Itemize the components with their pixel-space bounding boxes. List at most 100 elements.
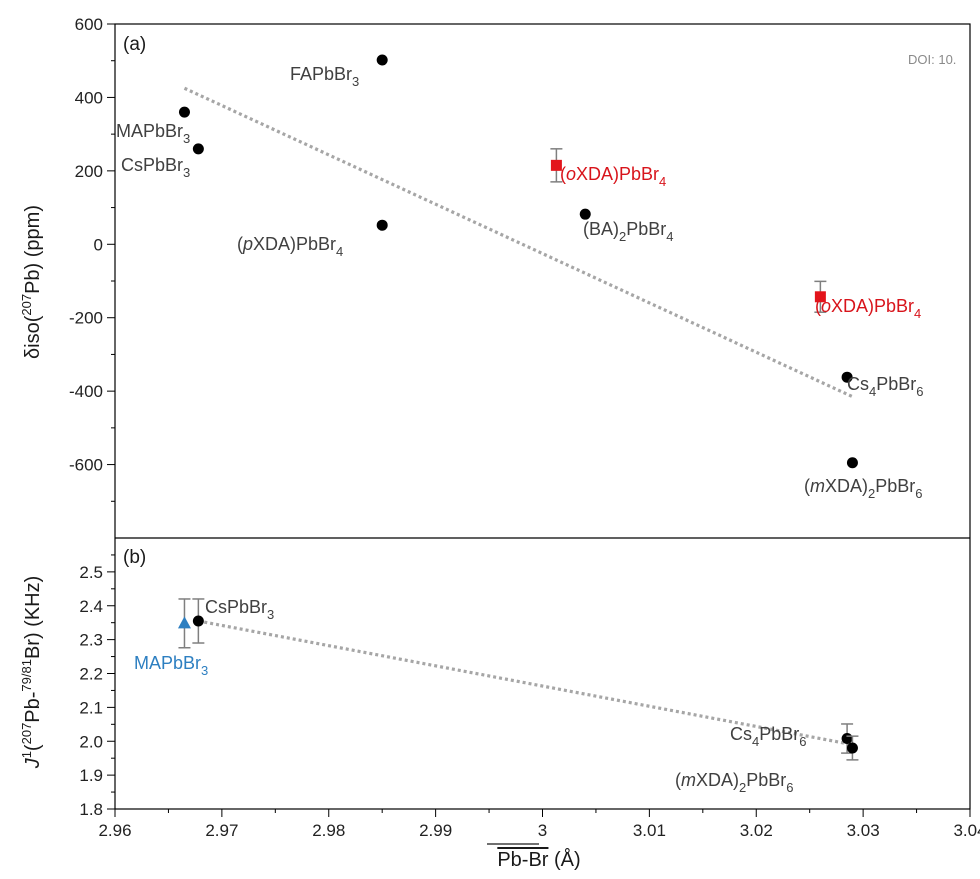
- label-mxda2-pbbr6-a: (mXDA)2PbBr6: [804, 476, 923, 501]
- b-point-1: [192, 615, 204, 627]
- a-point-6: [814, 291, 826, 303]
- label-mxdaa-sub6: 6: [915, 486, 922, 501]
- panel-a-points: [178, 54, 858, 469]
- x-tick-label: 3: [538, 821, 547, 840]
- label-mxdaa-open: (: [804, 476, 810, 496]
- a-point-2: [192, 143, 204, 155]
- panel-a-ylabel: δiso(207Pb) (ppm): [19, 205, 44, 359]
- label-mapbbr3-b-sub: 3: [201, 663, 208, 678]
- x-tick-label: 3.03: [847, 821, 880, 840]
- y-tick-label-a: -200: [69, 309, 103, 328]
- a-point-4: [579, 208, 591, 220]
- y-tick-label-b: 2.0: [79, 732, 103, 751]
- ylabel-b-sup2: 207: [19, 723, 34, 745]
- panel-b-ylabel: J1(207Pb-79/81Br) (KHz): [19, 576, 44, 770]
- a-point-8: [846, 457, 858, 469]
- a-point-0: [376, 54, 388, 66]
- label-mxdab-sub6: 6: [786, 780, 793, 795]
- label-pxda-pbbr4: (pXDA)PbBr4: [237, 234, 343, 259]
- label-cspbbr3-b: CsPbBr3: [205, 597, 274, 622]
- y-tick-label-a: 200: [75, 162, 103, 181]
- plot-frame: [114, 23, 971, 810]
- label-mxdab-open: (: [675, 770, 681, 790]
- a-point-1: [178, 106, 190, 118]
- x-axis-title: Pb-Br (Å): [497, 848, 580, 871]
- b-point-3: [846, 742, 858, 754]
- label-fapbbr3-sub: 3: [352, 74, 359, 89]
- a-point-3: [376, 219, 388, 231]
- ylabel-a-sup: 207: [19, 294, 34, 316]
- label-ba-sub2: 2: [619, 229, 626, 244]
- x-tick-label: 3.02: [740, 821, 773, 840]
- label-cs4pbbr6-b: Cs4PbBr6: [730, 724, 807, 749]
- label-cs4a-rest: PbBr: [876, 374, 916, 394]
- x-tick-label: 3.04: [953, 821, 980, 840]
- label-mapbbr3-main: MAPbBr: [116, 121, 183, 141]
- label-cs4pbbr6-a: Cs4PbBr6: [847, 374, 924, 399]
- label-mxdaa-rest: XDA): [825, 476, 868, 496]
- label-oxda2-open: (: [815, 296, 821, 316]
- x-tick-label: 2.99: [419, 821, 452, 840]
- label-mxdaa-italic: m: [810, 476, 825, 496]
- label-mapbbr3-b: MAPbBr3: [134, 653, 208, 678]
- doi-watermark: DOI: 10.: [908, 52, 957, 67]
- label-pxda-sub: 4: [336, 244, 343, 259]
- ylabel-b-suffix: Br) (KHz): [22, 576, 44, 659]
- xlabel-unit: (Å): [548, 848, 580, 871]
- label-cs4a-main: Cs: [847, 374, 869, 394]
- ylabel-b-paren: (: [22, 744, 44, 751]
- label-mxdab-rest: XDA): [696, 770, 739, 790]
- ylabel-a-suffix: Pb) (ppm): [22, 205, 44, 294]
- label-oxda-pbbr4-2: (oXDA)PbBr4: [815, 296, 921, 321]
- x-tick-label: 2.96: [98, 821, 131, 840]
- y-tick-label-b: 1.8: [79, 800, 103, 819]
- label-mxdab-rest2: PbBr: [746, 770, 786, 790]
- panel-b-points: [177, 598, 859, 761]
- label-cspbbr3-b-sub: 3: [267, 607, 274, 622]
- ylabel-b-sup1: 1: [19, 751, 34, 758]
- y-tick-label-a: 600: [75, 15, 103, 34]
- label-pxda-rest: XDA)PbBr: [253, 234, 336, 254]
- label-cs4b-sub6: 6: [799, 734, 806, 749]
- xlabel-main: Pb-Br: [497, 849, 548, 871]
- panel-a-trendline: [183, 86, 854, 399]
- x-tick-label: 2.97: [205, 821, 238, 840]
- b-point-2: [841, 733, 853, 745]
- a-point-7: [841, 371, 853, 383]
- label-mapbbr3: MAPbBr3: [116, 121, 190, 146]
- panel-a-ticks: 600 400 200 0 -200 -400 -600: [69, 15, 115, 502]
- y-tick-label-b: 2.1: [79, 698, 103, 717]
- label-cs4b-rest: PbBr: [759, 724, 799, 744]
- label-oxda2-italic: o: [821, 296, 831, 316]
- label-ba2-pbbr4: (BA)2PbBr4: [583, 219, 674, 244]
- label-oxda-pbbr4-1: (oXDA)PbBr4: [560, 164, 666, 189]
- label-oxda1-rest: XDA)PbBr: [576, 164, 659, 184]
- a-point-5: [550, 159, 562, 171]
- b-point-0: [177, 616, 191, 629]
- label-oxda2-sub: 4: [914, 306, 921, 321]
- panel-a-label: (a): [123, 34, 146, 55]
- label-cs4a-sub6: 6: [916, 384, 923, 399]
- y-tick-label-a: -400: [69, 382, 103, 401]
- ylabel-b-sup3: 79/81: [19, 659, 34, 692]
- panel-b-trendline: [198, 619, 853, 747]
- label-ba-sub4: 4: [666, 229, 673, 244]
- ylabel-a-prefix: δiso(: [22, 315, 44, 359]
- label-oxda2-rest: XDA)PbBr: [831, 296, 914, 316]
- label-ba-rest: PbBr: [626, 219, 666, 239]
- panel-b-label: (b): [123, 547, 146, 568]
- label-cspbbr3-a-main: CsPbBr: [121, 155, 183, 175]
- y-tick-label-b: 2.3: [79, 631, 103, 650]
- label-oxda1-open: (: [560, 164, 566, 184]
- ylabel-b-pb: Pb-: [22, 692, 44, 723]
- label-oxda1-sub: 4: [659, 174, 666, 189]
- label-mxdab-italic: m: [681, 770, 696, 790]
- x-tick-label: 2.98: [312, 821, 345, 840]
- trendline-a: [183, 86, 854, 399]
- label-cspbbr3-a-sub: 3: [183, 165, 190, 180]
- y-tick-label-b: 2.2: [79, 665, 103, 684]
- label-ba-main: (BA): [583, 219, 619, 239]
- label-cspbbr3-a: CsPbBr3: [121, 155, 190, 180]
- label-mxdaa-rest2: PbBr: [875, 476, 915, 496]
